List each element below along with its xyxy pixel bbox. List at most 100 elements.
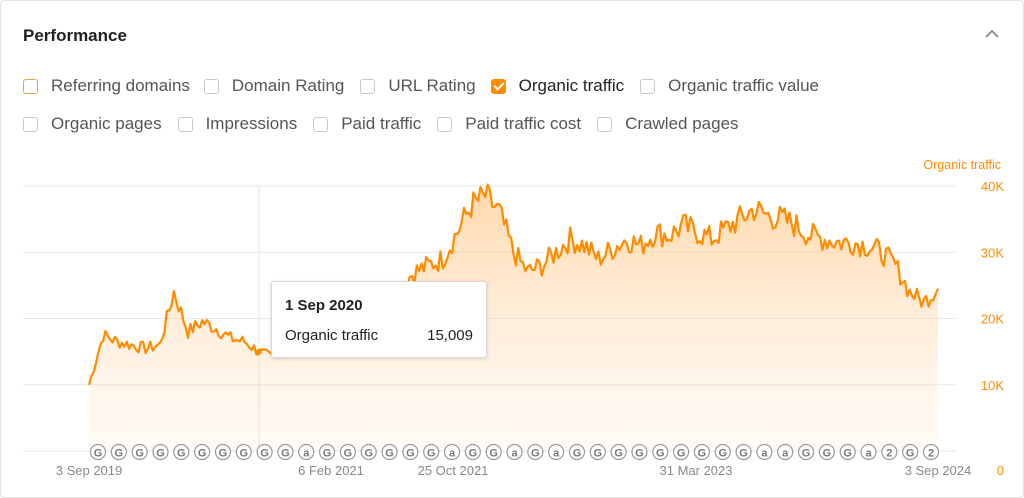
event-marker-icon	[381, 443, 398, 461]
y-tick-label: 30K	[981, 245, 1004, 260]
x-tick-label: 25 Oct 2021	[418, 463, 489, 478]
metric-label: Crawled pages	[625, 114, 739, 133]
checkbox[interactable]	[23, 116, 38, 132]
x-tick-label: 3 Sep 2019	[56, 463, 123, 478]
metric-label: Domain Rating	[231, 76, 345, 95]
metric-organic-traffic-value[interactable]: Organic traffic value	[640, 76, 819, 96]
event-marker-label: G	[156, 448, 165, 460]
event-marker-label: 2	[886, 448, 892, 460]
event-marker-label: G	[177, 448, 186, 460]
event-marker-label: G	[843, 448, 852, 460]
metric-crawled-pages[interactable]: Crawled pages	[597, 114, 739, 134]
event-marker-icon	[756, 443, 773, 461]
event-marker-icon	[527, 443, 544, 461]
event-marker-icon	[89, 443, 107, 461]
chart-tooltip: 1 Sep 2020 Organic traffic 15,009	[271, 281, 487, 358]
event-marker-icon	[777, 443, 794, 461]
metric-impressions[interactable]: Impressions	[177, 114, 298, 134]
checkbox[interactable]	[313, 116, 329, 132]
event-marker-icon	[506, 443, 523, 461]
event-marker-label: G	[219, 448, 228, 460]
metric-label: Organic traffic	[518, 76, 625, 95]
metric-label: Paid traffic	[341, 114, 422, 133]
event-marker-icon	[568, 443, 586, 461]
chevron-up-icon[interactable]	[983, 27, 1001, 41]
x-tick-label: 31 Mar 2023	[660, 463, 733, 478]
metric-label: Referring domains	[51, 76, 190, 95]
y-tick-label: 40K	[981, 179, 1004, 194]
event-marker-label: a	[761, 448, 768, 460]
metric-paid-traffic[interactable]: Paid traffic	[313, 114, 421, 134]
event-marker-label: G	[718, 448, 727, 460]
event-marker-label: G	[344, 448, 353, 460]
event-marker-icon	[152, 443, 169, 461]
event-marker-icon	[735, 443, 752, 461]
event-marker-label: G	[677, 448, 686, 460]
checkbox[interactable]	[437, 116, 453, 132]
event-marker-icon	[589, 443, 606, 461]
event-marker-label: G	[260, 448, 269, 460]
series-line-organic-traffic	[87, 183, 940, 386]
event-marker-label: G	[198, 448, 207, 460]
metric-domain-rating[interactable]: Domain Rating	[203, 76, 345, 96]
event-marker-label: G	[323, 448, 332, 460]
event-marker-label: a	[511, 448, 518, 460]
metric-options-row-2: Organic pages Impressions Paid traffic P…	[23, 114, 755, 134]
event-marker-label: G	[135, 448, 144, 460]
checkbox[interactable]	[360, 78, 376, 94]
event-marker-icon	[443, 443, 461, 461]
event-marker-label: G	[364, 448, 373, 460]
event-marker-icon	[235, 443, 252, 461]
event-marker-label: a	[553, 448, 560, 460]
event-marker-icon	[860, 443, 877, 461]
checkbox[interactable]	[203, 78, 219, 94]
tooltip-date: 1 Sep 2020	[285, 297, 363, 314]
event-marker-icon	[318, 443, 336, 461]
event-marker-icon	[797, 443, 815, 461]
event-marker-icon	[631, 443, 648, 461]
panel-title: Performance	[23, 26, 127, 45]
event-marker-icon	[922, 443, 940, 461]
metric-label: URL Rating	[388, 76, 476, 95]
metric-label: Paid traffic cost	[465, 114, 582, 133]
event-marker-icon	[693, 443, 711, 461]
event-marker-icon	[672, 443, 690, 461]
checkbox[interactable]	[597, 116, 613, 132]
y-tick-label: 10K	[981, 378, 1004, 393]
y-tick-label: 20K	[981, 312, 1004, 327]
event-marker-icon	[402, 443, 419, 461]
metric-organic-pages[interactable]: Organic pages	[23, 114, 162, 134]
tooltip-value: 15,009	[427, 327, 473, 344]
chart-legend: Organic traffic	[923, 158, 1001, 172]
metric-paid-traffic-cost[interactable]: Paid traffic cost	[437, 114, 581, 134]
event-marker-icon	[214, 443, 232, 461]
event-marker-label: G	[802, 448, 811, 460]
event-marker-icon	[548, 443, 565, 461]
metric-url-rating[interactable]: URL Rating	[360, 76, 476, 96]
checkbox[interactable]	[177, 116, 193, 132]
checkbox[interactable]	[640, 78, 656, 94]
checkbox-checked[interactable]	[490, 78, 506, 94]
data-point	[255, 348, 262, 355]
event-marker-icon	[277, 443, 294, 461]
event-marker-icon	[610, 443, 627, 461]
checkbox[interactable]	[23, 78, 38, 94]
event-marker-label: G	[469, 448, 478, 460]
event-marker-icon	[881, 443, 898, 461]
event-marker-label: a	[449, 448, 456, 460]
event-marker-label: G	[281, 448, 290, 460]
metric-label: Organic traffic value	[668, 76, 819, 95]
series-area-organic-traffic	[89, 184, 938, 451]
event-marker-label: G	[614, 448, 623, 460]
event-marker-label: G	[239, 448, 248, 460]
event-marker-label: G	[739, 448, 748, 460]
metric-label: Impressions	[205, 114, 298, 133]
metric-referring-domains[interactable]: Referring domains	[23, 76, 190, 96]
event-marker-label: G	[406, 448, 415, 460]
event-marker-label: G	[385, 448, 394, 460]
event-marker-icon	[360, 443, 377, 461]
metric-organic-traffic[interactable]: Organic traffic	[490, 76, 625, 96]
event-marker-label: G	[823, 448, 832, 460]
